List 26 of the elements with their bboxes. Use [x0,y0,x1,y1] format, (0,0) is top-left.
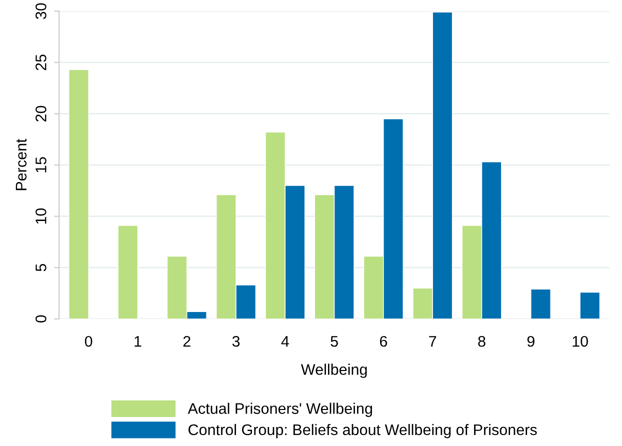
x-tick-label: 2 [183,336,190,347]
x-tick-label: 6 [380,336,388,347]
y-tick-label: 30 [36,3,46,20]
legend-label: Control Group: Beliefs about Wellbeing of Prisoners [188,424,537,438]
x-tick-label: 1 [134,336,142,347]
y-tick-label: 10 [36,208,46,224]
bar [68,69,89,319]
x-tick-label: 10 [572,336,588,347]
x-tick-label: 7 [429,336,436,347]
x-tick-label: 9 [527,336,534,347]
y-tick-label: 5 [36,264,46,272]
y-tick-label: 15 [36,157,46,172]
y-tick-label: 25 [36,54,46,70]
x-tick-label: 5 [330,336,338,347]
bar [530,288,551,319]
x-tick-label: 8 [478,336,486,347]
y-tick-label: 20 [36,106,46,122]
bar [118,225,138,319]
x-tick-label: 4 [281,336,289,347]
x-tick-label: 0 [84,336,92,347]
bar [580,292,600,319]
x-axis-title: Wellbeing [300,364,367,378]
y-tick-label: 0 [36,315,46,323]
legend-label: Actual Prisoners' Wellbeing [188,402,372,417]
y-axis-title: Percent [16,138,27,190]
x-tick-label: 3 [232,336,240,347]
